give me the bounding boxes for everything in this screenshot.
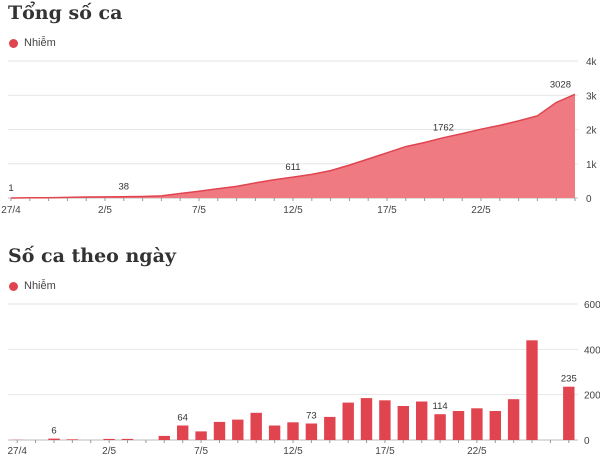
y-tick-label: 1k — [586, 160, 598, 171]
bar-27-5 — [563, 386, 575, 440]
bar-15-5 — [342, 402, 354, 440]
x-tick-label: 27/4 — [7, 446, 27, 457]
bar-8-5 — [213, 421, 226, 440]
bar-18-5 — [397, 406, 409, 440]
chart1-legend-label: Nhiễm — [24, 37, 56, 49]
x-tick-label: 17/5 — [375, 446, 395, 457]
x-tick-label: 7/5 — [192, 205, 206, 216]
data-label: 64 — [177, 412, 188, 423]
bar-5-5 — [158, 435, 170, 440]
chart2-title: Số ca theo ngày — [8, 245, 176, 267]
data-label: 114 — [433, 401, 448, 412]
legend-marker-icon — [9, 281, 18, 291]
y-tick-label: 0 — [584, 436, 590, 447]
bar-21-5 — [452, 411, 465, 440]
y-tick-label: 400 — [584, 345, 600, 356]
x-tick-label: 17/5 — [377, 205, 397, 216]
chart1-title: Tổng số ca — [8, 2, 123, 24]
chart1-legend: Nhiễm — [9, 37, 56, 49]
bar-19-5 — [416, 401, 428, 440]
chart2-legend-label: Nhiễm — [24, 280, 56, 292]
daily-cases-chart: 0 200 400 600 27/4 2/5 7/5 12/5 17/5 22/5 6 64 73 114… — [7, 300, 600, 457]
bar-30-4 — [66, 439, 79, 440]
bar-23-5 — [489, 411, 501, 440]
bar-12-5 — [287, 422, 299, 440]
y-tick-label: 600 — [584, 300, 600, 311]
data-label: 6 — [51, 426, 56, 437]
x-tick-label: 22/5 — [467, 446, 487, 457]
bar-9-5 — [232, 419, 244, 440]
data-label: 235 — [561, 374, 577, 385]
data-label: 1762 — [433, 123, 454, 134]
cumulative-cases-chart: 0 1k 2k 3k 4k 27/4 2/5 7/5 12/5 17/5 22/5 1 38 611 176… — [1, 57, 598, 216]
data-label: 611 — [285, 162, 300, 173]
y-tick-label: 200 — [584, 391, 600, 402]
legend-marker-icon — [9, 38, 18, 48]
x-tick-label: 7/5 — [194, 446, 208, 457]
bar-16-5 — [360, 398, 373, 440]
data-label: 38 — [119, 182, 130, 193]
area-series-line — [10, 93, 576, 199]
data-label: 73 — [306, 410, 317, 421]
x-tick-label: 22/5 — [471, 205, 491, 216]
x-tick-label: 12/5 — [283, 446, 303, 457]
bar-7-5 — [195, 431, 207, 440]
x-tick-label: 27/4 — [1, 205, 21, 216]
chart2-legend: Nhiễm — [9, 280, 56, 292]
bar-2-5 — [103, 438, 115, 440]
bar-22-5 — [471, 408, 483, 440]
data-label: 3028 — [550, 79, 571, 90]
x-tick-label: 2/5 — [102, 446, 116, 457]
bar-10-5 — [250, 412, 262, 440]
y-tick-label: 0 — [586, 194, 592, 205]
area-series-nhiem — [11, 94, 575, 198]
bar-17-5 — [379, 400, 391, 440]
y-tick-label: 4k — [586, 57, 598, 68]
y-tick-label: 3k — [586, 91, 598, 102]
data-label: 1 — [8, 183, 13, 194]
bar-13-5 — [305, 423, 318, 440]
bar-3-5 — [121, 438, 134, 440]
x-tick-label: 12/5 — [283, 205, 303, 216]
bar-25-5 — [526, 340, 538, 440]
bar-11-5 — [268, 425, 281, 440]
bar-29-4 — [48, 438, 60, 440]
bar-14-5 — [324, 416, 336, 440]
x-tick-label: 2/5 — [98, 205, 112, 216]
bar-24-5 — [507, 399, 520, 440]
bar-20-5 — [434, 414, 446, 440]
y-tick-label: 2k — [586, 126, 598, 137]
bar-6-5 — [177, 425, 189, 440]
